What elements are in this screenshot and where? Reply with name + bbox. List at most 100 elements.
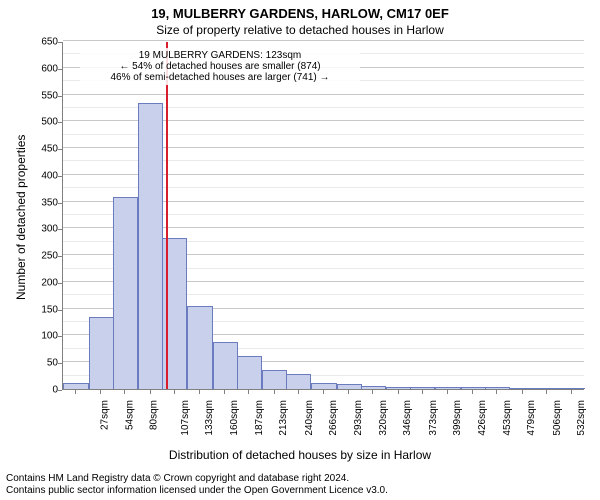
x-tick-label: 240sqm [304,400,315,436]
x-tick-mark [546,390,547,394]
y-tick-mark [58,42,62,43]
y-tick-label: 50 [0,358,58,369]
histogram-bar [187,306,212,389]
x-tick-mark [199,390,200,394]
histogram-bar [63,383,88,389]
gridline [63,40,584,41]
y-tick-mark [58,310,62,311]
x-tick-label: 80sqm [149,400,160,430]
x-tick-mark [224,390,225,394]
histogram-bar [510,388,535,389]
y-tick-label: 300 [0,224,58,235]
histogram-bar [113,197,138,389]
histogram-bar [311,383,336,389]
x-tick-mark [323,390,324,394]
y-tick-label: 550 [0,90,58,101]
chart-container: 19, MULBERRY GARDENS, HARLOW, CM17 0EF S… [0,0,600,500]
x-tick-label: 293sqm [353,400,364,436]
x-tick-label: 453sqm [502,400,513,436]
x-tick-mark [100,390,101,394]
y-tick-label: 250 [0,251,58,262]
x-tick-label: 426sqm [477,400,488,436]
histogram-bar [262,370,287,389]
chart-title: 19, MULBERRY GARDENS, HARLOW, CM17 0EF [0,0,600,21]
histogram-bar [237,356,262,389]
y-tick-label: 150 [0,304,58,315]
y-axis-label: Number of detached properties [14,135,28,300]
annotation-box: 19 MULBERRY GARDENS: 123sqm ← 54% of det… [80,48,360,85]
y-tick-mark [58,336,62,337]
y-tick-label: 450 [0,144,58,155]
x-tick-mark [150,390,151,394]
y-tick-mark [58,229,62,230]
y-tick-label: 500 [0,117,58,128]
gridline [63,94,584,95]
histogram-bar [361,386,386,389]
x-tick-mark [298,390,299,394]
x-tick-mark [248,390,249,394]
histogram-bar [461,387,486,389]
footer-line-1: Contains HM Land Registry data © Crown c… [6,473,349,484]
histogram-bar [435,387,460,389]
x-tick-mark [472,390,473,394]
property-marker-line [166,42,168,389]
histogram-bar [138,103,163,389]
annotation-line-2: ← 54% of detached houses are smaller (87… [80,61,360,72]
x-tick-mark [174,390,175,394]
histogram-bar [337,384,362,389]
y-tick-mark [58,363,62,364]
x-tick-mark [447,390,448,394]
x-tick-mark [398,390,399,394]
histogram-bar [485,387,510,389]
x-tick-label: 133sqm [204,400,215,436]
footer-line-2: Contains public sector information licen… [6,485,388,496]
y-tick-mark [58,203,62,204]
x-tick-label: 160sqm [229,400,240,436]
histogram-bar [386,387,411,389]
histogram-bar [286,374,311,389]
x-tick-label: 479sqm [526,400,537,436]
plot-area [62,42,584,390]
x-tick-mark [75,390,76,394]
histogram-bar [89,317,114,389]
x-tick-mark [522,390,523,394]
x-tick-mark [571,390,572,394]
y-tick-mark [58,122,62,123]
x-tick-mark [348,390,349,394]
x-tick-mark [274,390,275,394]
histogram-bar [213,342,238,389]
x-tick-label: 320sqm [378,400,389,436]
x-tick-label: 213sqm [279,400,290,436]
y-tick-label: 200 [0,277,58,288]
x-tick-label: 532sqm [576,400,587,436]
y-tick-label: 650 [0,37,58,48]
histogram-bar [410,387,435,389]
annotation-line-1: 19 MULBERRY GARDENS: 123sqm [80,50,360,61]
x-tick-label: 506sqm [552,400,563,436]
y-tick-label: 350 [0,197,58,208]
y-tick-label: 400 [0,170,58,181]
x-tick-mark [372,390,373,394]
x-tick-label: 54sqm [125,400,136,430]
y-tick-mark [58,149,62,150]
y-tick-label: 600 [0,63,58,74]
y-tick-label: 100 [0,331,58,342]
annotation-line-3: 46% of semi-detached houses are larger (… [80,72,360,83]
chart-subtitle: Size of property relative to detached ho… [0,21,600,37]
x-tick-label: 27sqm [100,400,111,430]
y-tick-mark [58,69,62,70]
histogram-bar [559,388,584,389]
x-tick-label: 187sqm [254,400,265,436]
y-tick-mark [58,256,62,257]
y-tick-mark [58,96,62,97]
x-tick-mark [496,390,497,394]
y-tick-label: 0 [0,385,58,396]
x-tick-label: 373sqm [428,400,439,436]
x-tick-label: 346sqm [402,400,413,436]
y-tick-mark [58,390,62,391]
x-tick-mark [124,390,125,394]
x-tick-mark [422,390,423,394]
y-tick-mark [58,283,62,284]
histogram-bar [534,388,559,389]
x-tick-label: 399sqm [452,400,463,436]
